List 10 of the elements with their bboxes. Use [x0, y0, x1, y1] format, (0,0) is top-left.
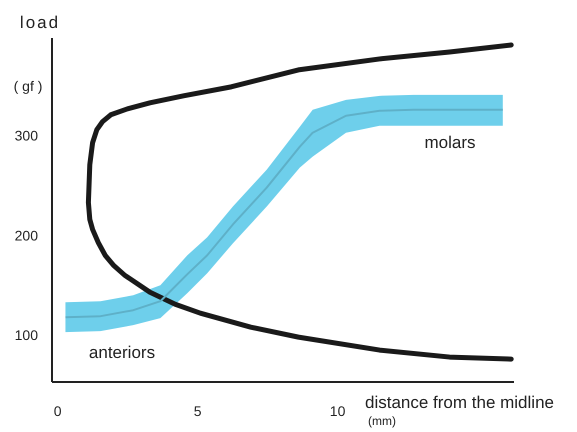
y-tick-label: 300 — [14, 128, 38, 144]
y-tick-label: 100 — [14, 327, 38, 344]
x-axis-title: distance from the midline (mm) — [365, 393, 554, 428]
text: load ( gf ) — [14, 13, 60, 94]
annotation: anteriors — [88, 343, 156, 362]
y-tick-label: 200 — [14, 227, 38, 244]
x-tick-label: 5 — [194, 402, 202, 419]
x-tick-label: 10 — [330, 402, 346, 419]
annotation: molars — [424, 133, 476, 152]
x-tick-label: 0 — [54, 402, 62, 419]
